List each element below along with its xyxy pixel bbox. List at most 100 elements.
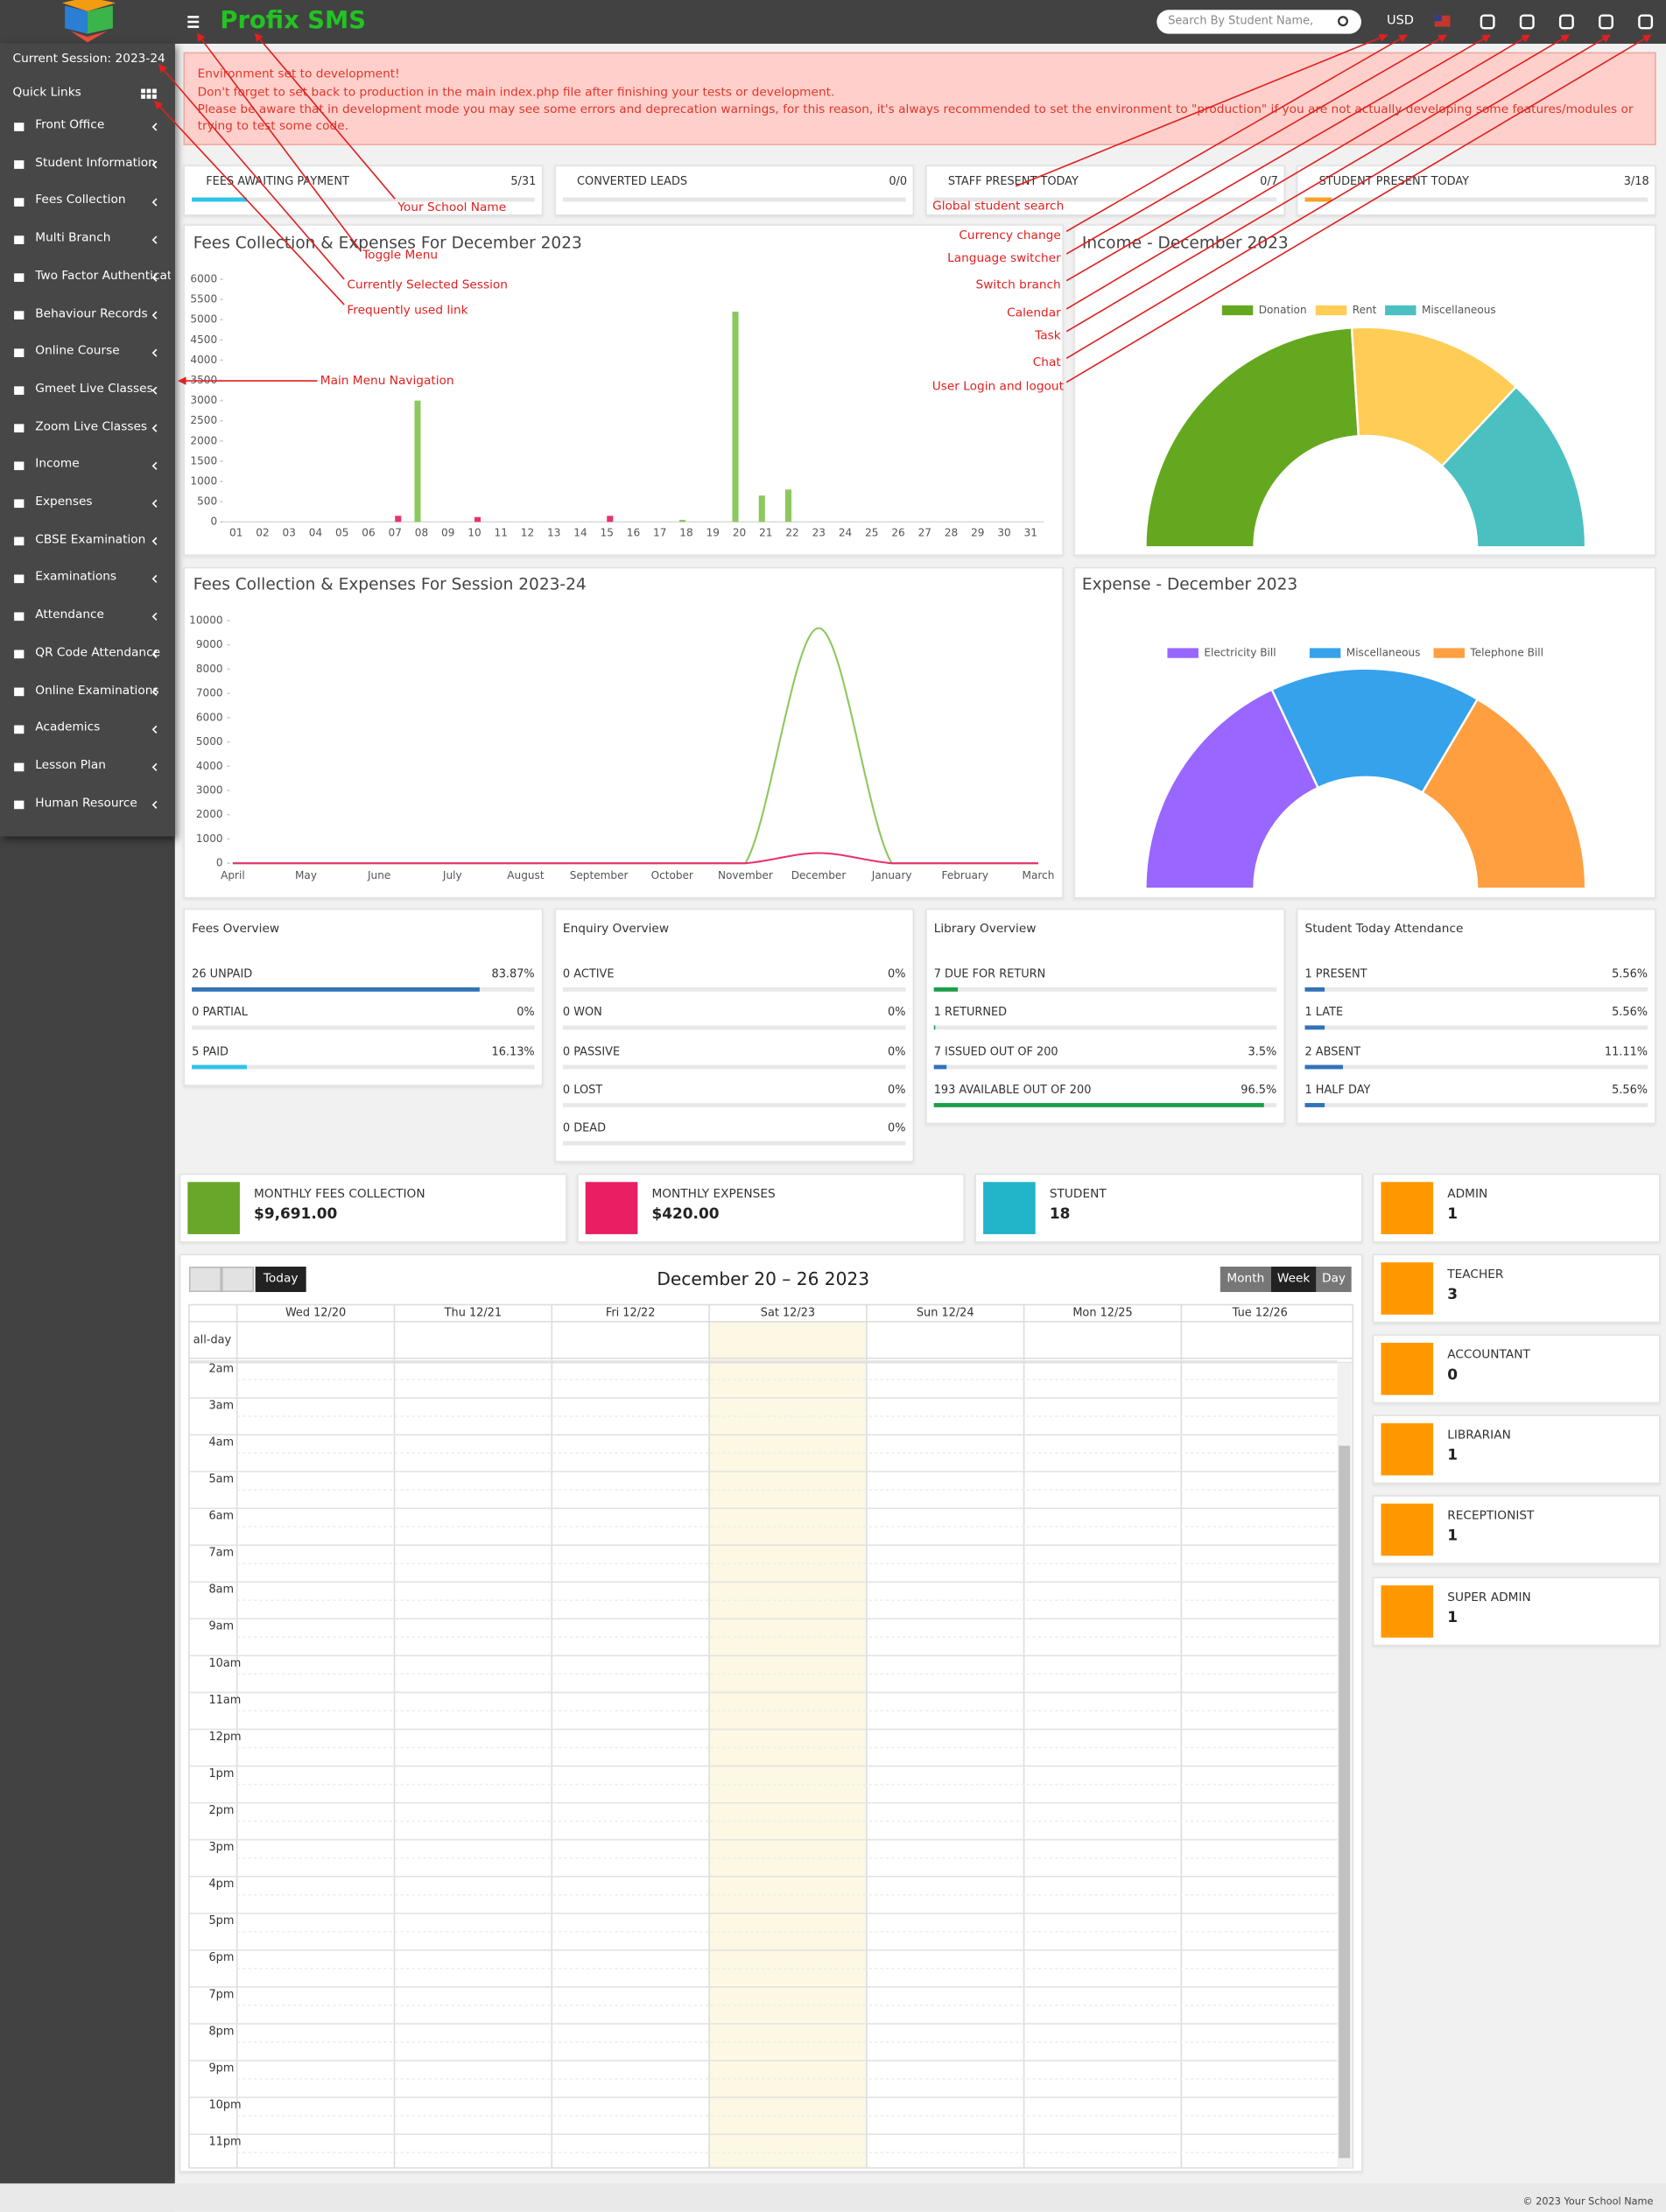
sidebar-menu <box>0 43 175 837</box>
menu-item[interactable]: Behaviour Records <box>35 306 148 321</box>
overview-value: 0% <box>517 1006 535 1019</box>
overview-value: 11.11% <box>1604 1044 1648 1057</box>
current-session[interactable]: Current Session: 2023-24 <box>12 52 165 67</box>
menu-item[interactable]: Student Information <box>35 156 156 171</box>
info-box <box>179 1173 567 1243</box>
progress-track <box>562 197 906 202</box>
overview-value: 5.56% <box>1612 967 1648 980</box>
progress-track <box>1304 1102 1648 1107</box>
menu-item[interactable]: Attendance <box>35 607 104 622</box>
progress-bar <box>1304 197 1332 202</box>
staff-icon <box>1381 1343 1434 1395</box>
alert-text: Don't forget to set back to production i… <box>198 85 1644 136</box>
overview-title: Fees Overview <box>192 922 280 937</box>
info-value: 18 <box>1049 1205 1071 1224</box>
overview-value: 0% <box>888 1006 906 1019</box>
currency[interactable]: USD <box>1386 14 1414 29</box>
overview-title: Student Today Attendance <box>1304 922 1464 937</box>
staff-icon <box>1381 1504 1434 1556</box>
footer-text: © 2023 Your School Name <box>1522 2195 1654 2208</box>
menu-item[interactable]: Expenses <box>35 495 93 509</box>
overview-value: 0% <box>888 1121 906 1134</box>
overview-card <box>925 908 1285 1125</box>
progress-bar <box>1304 987 1325 992</box>
overview-label: 0 DEAD <box>562 1121 607 1134</box>
staff-icon <box>1381 1262 1434 1315</box>
overview-title: Enquiry Overview <box>562 922 670 937</box>
menu-item[interactable]: CBSE Examination <box>35 532 146 547</box>
view-button[interactable]: Week <box>1270 1266 1317 1292</box>
stat-card <box>554 165 915 216</box>
staff-label: SUPER ADMIN <box>1447 1590 1531 1605</box>
calendar-panel <box>179 1253 1363 2173</box>
staff-icon <box>1381 1182 1434 1234</box>
staff-label: LIBRARIAN <box>1447 1429 1511 1443</box>
menu-item[interactable]: Online Examinations <box>35 683 159 698</box>
overview-label: 0 PASSIVE <box>562 1044 621 1057</box>
info-value: $9,691.00 <box>254 1205 338 1224</box>
progress-track <box>1304 987 1648 992</box>
info-label: STUDENT <box>1049 1187 1107 1202</box>
income-chart-panel <box>1073 224 1656 556</box>
chart-title: Expense - December 2023 <box>1081 573 1298 594</box>
quick-links[interactable]: Quick Links <box>12 86 81 101</box>
menu-item[interactable]: Human Resource <box>35 796 137 811</box>
today-button[interactable]: Today <box>255 1266 306 1292</box>
menu-item[interactable]: Lesson Plan <box>35 758 106 773</box>
overview-value: 0% <box>888 1083 906 1096</box>
overview-label: 26 UNPAID <box>192 967 253 980</box>
menu-item[interactable]: QR Code Attendance <box>35 645 161 660</box>
alert-line: Don't forget to set back to production i… <box>197 86 835 101</box>
menu-item[interactable]: Income <box>35 457 80 472</box>
stat-value: 0/0 <box>889 174 908 188</box>
progress-track <box>933 987 1277 992</box>
chart-title: Fees Collection & Expenses For Session 2… <box>193 573 587 594</box>
menu-item[interactable]: Front Office <box>35 118 105 133</box>
stat-label: CONVERTED LEADS <box>577 174 688 188</box>
overview-value: 0% <box>888 1044 906 1057</box>
line-chart-panel <box>183 566 1064 899</box>
progress-track <box>192 197 535 202</box>
overview-label: 1 RETURNED <box>933 1006 1008 1019</box>
view-button[interactable]: Month <box>1220 1266 1271 1292</box>
progress-track <box>933 1064 1277 1069</box>
overview-label: 5 PAID <box>192 1044 228 1057</box>
progress-track <box>562 1141 906 1146</box>
overview-label: 0 LOST <box>562 1083 603 1096</box>
search-box[interactable] <box>1156 10 1361 34</box>
menu-item[interactable]: Academics <box>35 720 101 735</box>
progress-bar <box>1304 1025 1325 1030</box>
menu-item[interactable]: Zoom Live Classes <box>35 419 148 434</box>
next-button[interactable] <box>221 1266 255 1292</box>
menu-item[interactable]: Fees Collection <box>35 193 126 208</box>
progress-track <box>1304 1064 1648 1069</box>
overview-label: 1 HALF DAY <box>1304 1083 1371 1096</box>
prev-button[interactable] <box>188 1266 221 1292</box>
overview-label: 7 ISSUED OUT OF 200 <box>933 1044 1058 1057</box>
staff-icon <box>1381 1584 1434 1637</box>
info-box <box>577 1173 966 1243</box>
menu-item[interactable]: Gmeet Live Classes <box>35 382 153 397</box>
chart-title: Fees Collection & Expenses For December … <box>193 232 582 253</box>
menu-item[interactable]: Multi Branch <box>35 231 111 246</box>
staff-label: TEACHER <box>1447 1268 1504 1282</box>
progress-bar <box>192 1064 248 1069</box>
stat-value: 3/18 <box>1623 174 1649 188</box>
info-icon <box>585 1182 638 1234</box>
menu-item[interactable]: Two Factor Authentication <box>35 269 171 284</box>
overview-label: 2 ABSENT <box>1304 1044 1361 1057</box>
staff-value: 1 <box>1447 1527 1459 1546</box>
overview-value: 5.56% <box>1612 1083 1648 1096</box>
overview-label: 7 DUE FOR RETURN <box>933 967 1046 980</box>
menu-item[interactable]: Online Course <box>35 344 120 359</box>
search-placeholder[interactable]: Search By Student Name, <box>1168 14 1314 27</box>
progress-track <box>562 987 906 992</box>
menu-item[interactable]: Examinations <box>35 570 117 585</box>
progress-track <box>1304 1025 1648 1030</box>
overview-value: 3.5% <box>1248 1044 1277 1057</box>
view-button[interactable]: Day <box>1316 1266 1352 1292</box>
staff-label: ADMIN <box>1447 1187 1488 1202</box>
info-icon <box>983 1182 1036 1234</box>
chart-title: Income - December 2023 <box>1081 232 1289 253</box>
